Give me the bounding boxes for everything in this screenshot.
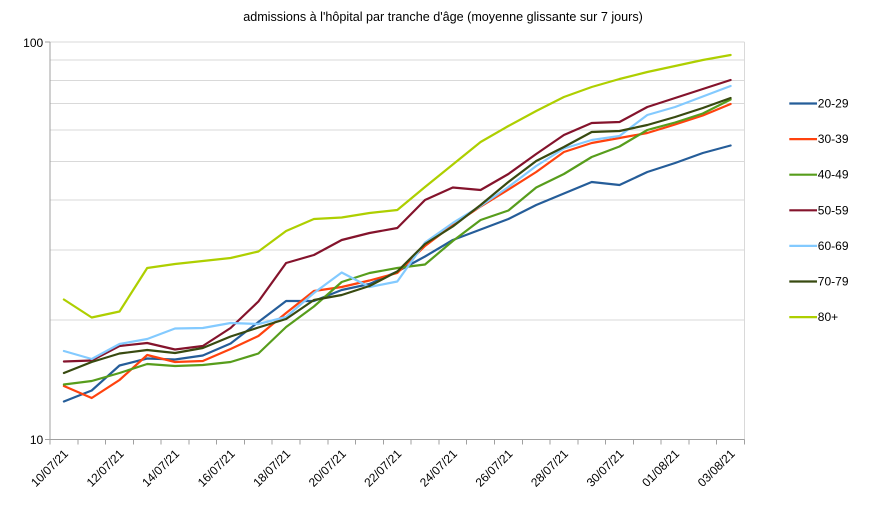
svg-text:40-49: 40-49 xyxy=(818,168,849,182)
svg-text:admissions à l'hôpital par tra: admissions à l'hôpital par tranche d'âge… xyxy=(243,10,643,24)
svg-text:80+: 80+ xyxy=(818,310,838,324)
svg-text:70-79: 70-79 xyxy=(818,275,849,289)
svg-text:30-39: 30-39 xyxy=(818,132,849,146)
svg-text:20-29: 20-29 xyxy=(818,97,849,111)
svg-text:100: 100 xyxy=(23,36,43,50)
svg-text:10: 10 xyxy=(30,433,44,447)
svg-text:50-59: 50-59 xyxy=(818,203,849,217)
svg-text:60-69: 60-69 xyxy=(818,239,849,253)
